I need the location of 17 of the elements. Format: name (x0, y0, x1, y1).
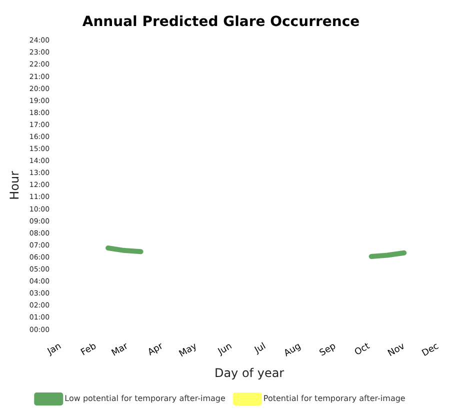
x-tick-label: Aug (282, 342, 303, 360)
x-tick-label: Mar (110, 341, 130, 359)
x-tick-label: Jul (252, 342, 268, 356)
x-tick-label: Nov (386, 341, 408, 360)
x-tick-label: Dec (420, 342, 441, 359)
x-tick-label: Feb (79, 341, 99, 358)
x-tick-label: Apr (146, 341, 166, 358)
x-tick-label: Jan (45, 342, 64, 358)
chart-title: Annual Predicted Glare Occurrence (82, 14, 360, 30)
legend-label: Low potential for temporary after-image (64, 394, 226, 404)
x-tick-label: May (178, 341, 200, 360)
x-tick-label: Oct (353, 341, 372, 358)
x-tick-label: Jun (216, 342, 234, 358)
y-axis-title: Hour (7, 170, 22, 200)
x-tick-label: Sep (318, 341, 338, 359)
x-axis-title: Day of year (214, 366, 284, 380)
legend-label: Potential for temporary after-image (263, 394, 406, 404)
